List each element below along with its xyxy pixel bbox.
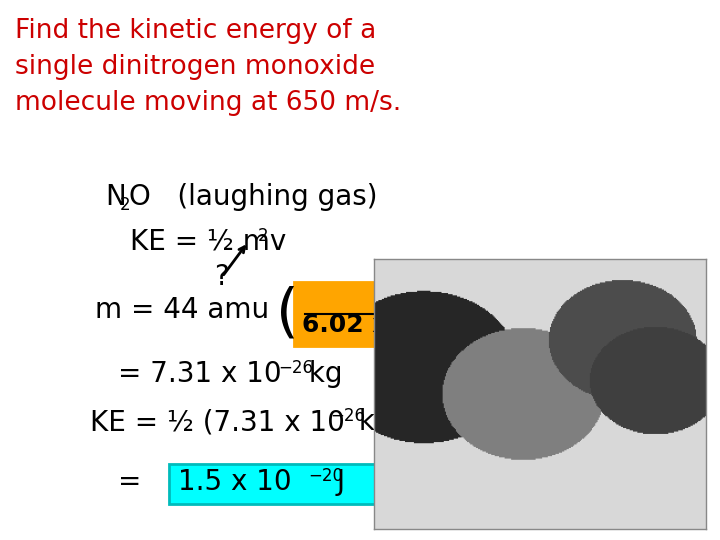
Text: KE = ½ (7.31 x 10: KE = ½ (7.31 x 10 xyxy=(90,408,345,436)
Text: ?: ? xyxy=(214,263,229,291)
Text: ): ) xyxy=(639,286,662,342)
Text: (: ( xyxy=(276,286,298,342)
Text: kg) (650 m/s): kg) (650 m/s) xyxy=(350,408,546,436)
FancyBboxPatch shape xyxy=(169,464,381,504)
Text: = 7.31 x 10: = 7.31 x 10 xyxy=(118,360,282,388)
Text: O   (laughing gas): O (laughing gas) xyxy=(129,183,377,211)
Text: m = 44 amu: m = 44 amu xyxy=(95,296,269,324)
Text: 1000: 1000 xyxy=(536,310,616,338)
Text: kg: kg xyxy=(300,360,343,388)
Text: g: g xyxy=(400,286,420,314)
Text: (: ( xyxy=(536,286,559,342)
Text: N: N xyxy=(105,183,126,211)
Text: 2: 2 xyxy=(258,227,269,245)
Text: 1.5 x 10: 1.5 x 10 xyxy=(178,468,292,496)
Text: −26: −26 xyxy=(330,407,365,425)
Text: 2: 2 xyxy=(120,196,130,214)
Text: 1 kg: 1 kg xyxy=(566,286,626,314)
Text: J: J xyxy=(328,468,345,496)
FancyBboxPatch shape xyxy=(294,282,529,346)
Text: ): ) xyxy=(521,286,544,342)
Text: =: = xyxy=(118,468,141,496)
Text: KE = ½ mv: KE = ½ mv xyxy=(130,228,287,256)
Text: 1: 1 xyxy=(376,286,405,314)
Text: 23: 23 xyxy=(422,313,444,328)
Text: −26: −26 xyxy=(278,359,313,377)
Text: amu: amu xyxy=(438,313,508,337)
Text: −20: −20 xyxy=(308,467,343,485)
Text: 6.02 x 10: 6.02 x 10 xyxy=(302,313,432,337)
Text: g: g xyxy=(608,310,626,338)
Text: 2: 2 xyxy=(526,407,536,425)
Text: Find the kinetic energy of a
single dinitrogen monoxide
molecule moving at 650 m: Find the kinetic energy of a single dini… xyxy=(15,18,401,116)
